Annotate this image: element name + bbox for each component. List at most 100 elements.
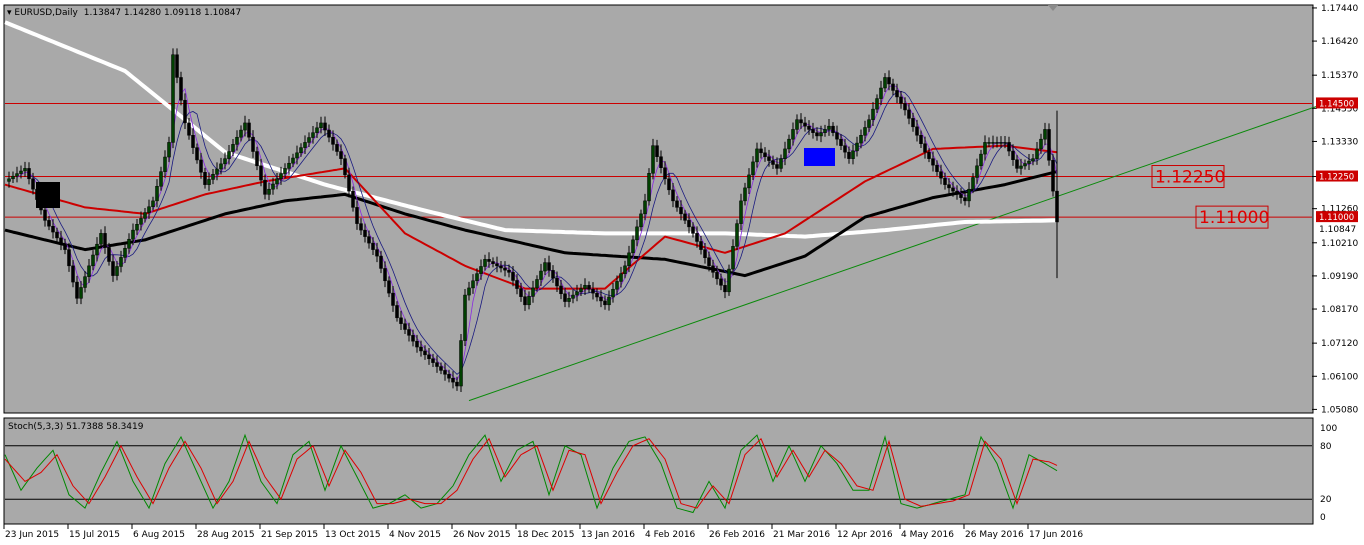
candle-body bbox=[1027, 160, 1031, 164]
candle-body bbox=[59, 237, 63, 245]
candle-body bbox=[795, 119, 799, 130]
stochastic-oscillator: 100 80 20 0 bbox=[4, 424, 1337, 523]
candle-body bbox=[131, 229, 135, 240]
candle-body bbox=[391, 292, 395, 306]
support-trendline[interactable] bbox=[468, 102, 1326, 402]
candle-body bbox=[571, 294, 575, 299]
candle-body bbox=[983, 142, 987, 155]
candle-body bbox=[447, 374, 451, 379]
candle-body bbox=[703, 249, 707, 258]
y-tick-label: 1.16420 bbox=[1321, 37, 1358, 47]
candle-body bbox=[135, 224, 139, 231]
candle-body bbox=[659, 156, 663, 169]
y-tick-label: 1.05080 bbox=[1321, 405, 1358, 415]
main-plot-area[interactable] bbox=[3, 4, 1314, 414]
candle-body bbox=[991, 142, 995, 144]
candle-body bbox=[199, 159, 203, 173]
candle-body bbox=[971, 177, 975, 190]
candle-body bbox=[891, 83, 895, 91]
candle-body bbox=[807, 125, 811, 130]
candle-body bbox=[691, 226, 695, 234]
candle-body bbox=[791, 129, 795, 140]
candle-body bbox=[667, 178, 671, 191]
candle-body bbox=[811, 129, 815, 133]
candle-body bbox=[931, 158, 935, 166]
candle-body bbox=[191, 135, 195, 148]
candle-body bbox=[979, 153, 983, 167]
candle-body bbox=[167, 142, 171, 158]
candle-body bbox=[939, 171, 943, 179]
y-tick-label: 1.10210 bbox=[1321, 239, 1358, 249]
candle-body bbox=[399, 317, 403, 324]
candle-body bbox=[419, 346, 423, 352]
candle-body bbox=[843, 145, 847, 153]
candle-body bbox=[1055, 190, 1059, 223]
candle-body bbox=[275, 178, 279, 185]
candle-body bbox=[335, 144, 339, 152]
chart-shift-marker-icon[interactable] bbox=[1048, 5, 1058, 11]
candle-body bbox=[779, 158, 783, 169]
y-tick-label: 1.09190 bbox=[1321, 272, 1358, 282]
candle-body bbox=[551, 270, 555, 279]
candle-body bbox=[491, 261, 495, 264]
time-axis: 23 Jun 2015 15 Jul 2015 6 Aug 2015 28 Aug 2… bbox=[3, 524, 1083, 540]
candle-body bbox=[259, 165, 263, 181]
candle-body bbox=[539, 270, 543, 280]
candle-body bbox=[155, 186, 159, 202]
candle-body bbox=[179, 77, 183, 101]
candle-body bbox=[671, 189, 675, 202]
candle-body bbox=[215, 168, 219, 175]
candle-body bbox=[151, 200, 155, 207]
candle-body bbox=[475, 273, 479, 282]
candle-body bbox=[299, 147, 303, 154]
candle-body bbox=[635, 226, 639, 241]
candle-body bbox=[819, 132, 823, 137]
chart-title: ▾ EURUSD,Daily 1.13847 1.14280 1.09118 1.… bbox=[7, 8, 241, 18]
candle-body bbox=[87, 265, 91, 277]
candle-body bbox=[1051, 160, 1055, 192]
moving-average-white bbox=[4, 20, 1057, 239]
candle-body bbox=[755, 148, 759, 163]
candle-body bbox=[195, 147, 199, 161]
candle-body bbox=[347, 174, 351, 192]
candle-body bbox=[19, 170, 23, 174]
price-tag-label: 1.11000 bbox=[1319, 213, 1354, 223]
candle-body bbox=[711, 265, 715, 273]
candle-body bbox=[267, 188, 271, 195]
candle-body bbox=[247, 122, 251, 138]
candle-body bbox=[835, 132, 839, 140]
candle-body bbox=[15, 173, 19, 177]
candle-body bbox=[651, 145, 655, 174]
stoch-plot-area[interactable] bbox=[3, 417, 1314, 525]
menu-arrow-icon[interactable]: ▾ bbox=[7, 8, 14, 18]
candle-body bbox=[739, 200, 743, 224]
candle-body bbox=[911, 118, 915, 128]
candle-body bbox=[751, 161, 755, 176]
x-tick-label: 26 Nov 2015 bbox=[453, 530, 511, 540]
candle-body bbox=[1007, 142, 1011, 152]
candle-body bbox=[947, 184, 951, 189]
candle-body bbox=[603, 300, 607, 306]
candle-body bbox=[619, 273, 623, 282]
candle-body bbox=[535, 279, 539, 289]
candle-body bbox=[235, 136, 239, 145]
candle-body bbox=[63, 243, 67, 250]
candle-body bbox=[355, 207, 359, 224]
candle-body bbox=[543, 262, 547, 272]
price-tag-box bbox=[1316, 170, 1358, 182]
candle-body bbox=[83, 276, 87, 288]
candle-body bbox=[631, 239, 635, 254]
candle-body bbox=[967, 188, 971, 202]
moving-averages bbox=[4, 20, 1058, 381]
candles bbox=[7, 48, 1059, 392]
candle-body bbox=[467, 287, 471, 296]
candle-body bbox=[1003, 142, 1007, 144]
candle-body bbox=[975, 165, 979, 178]
candle-body bbox=[415, 340, 419, 348]
candle-body bbox=[907, 109, 911, 119]
candle-body bbox=[903, 103, 907, 111]
candle-body bbox=[587, 285, 591, 290]
candle-body bbox=[547, 262, 551, 271]
candle-body bbox=[987, 142, 991, 144]
candle-body bbox=[591, 288, 595, 294]
